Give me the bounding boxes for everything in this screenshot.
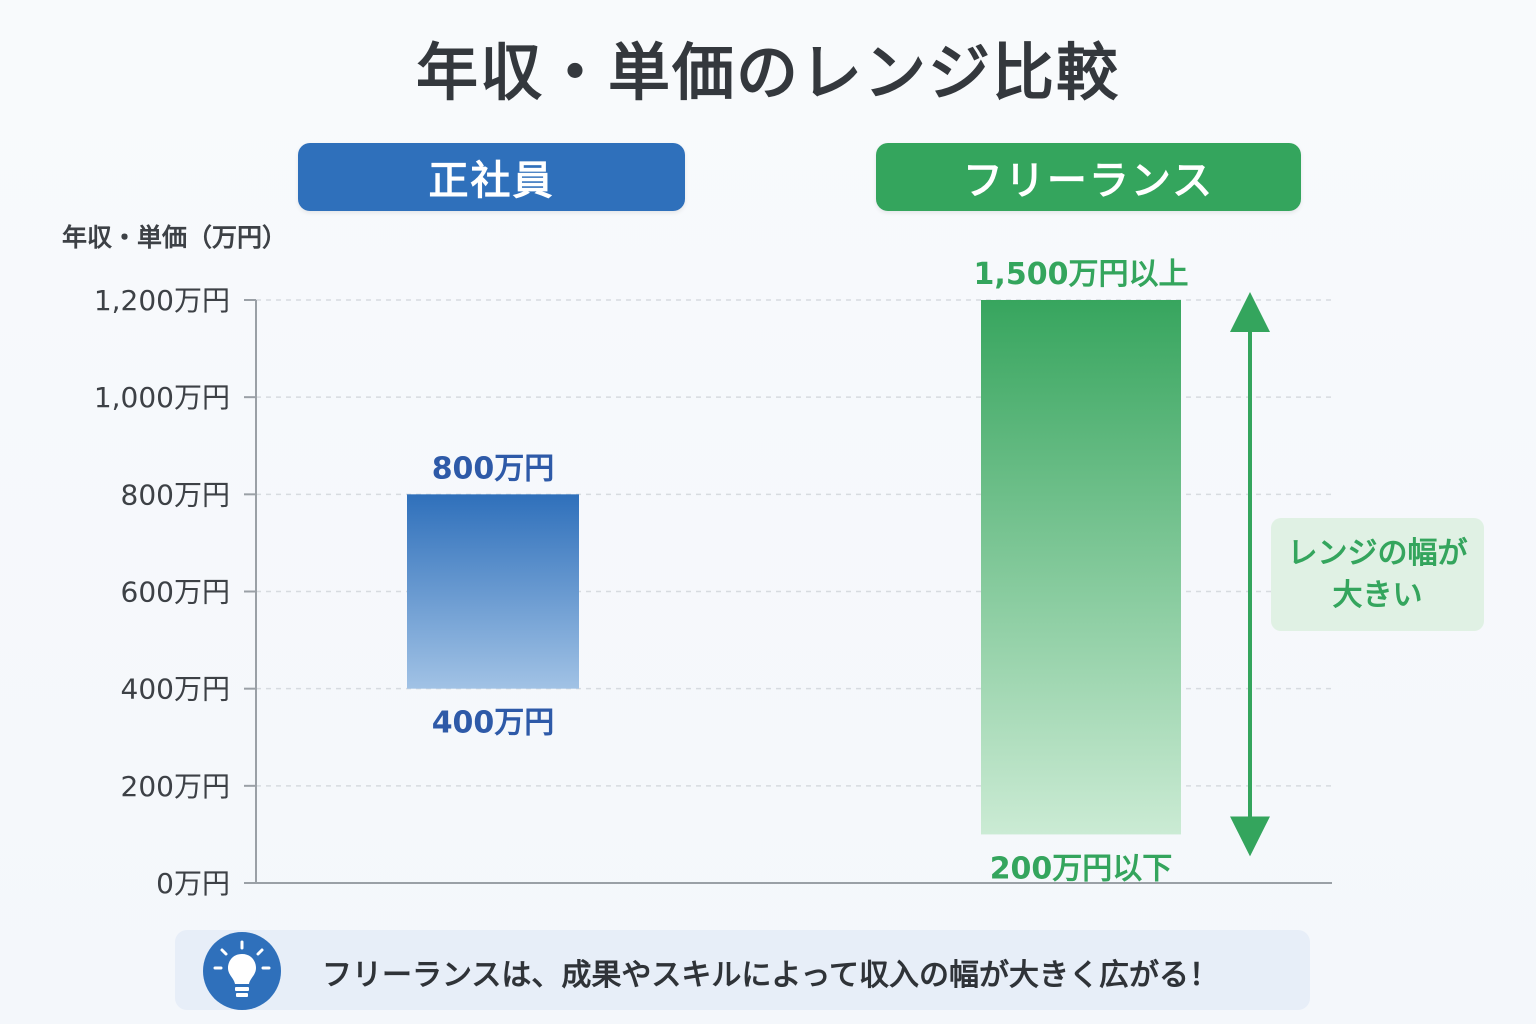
category-header-freelance: フリーランス — [876, 143, 1301, 211]
y-tick-label: 800万円 — [121, 478, 230, 511]
range-bar-freelance — [981, 300, 1181, 835]
low-value-label-employee: 400万円 — [432, 706, 555, 741]
callout-line-2: 大きい — [1332, 577, 1423, 613]
y-tick-label: 200万円 — [121, 770, 230, 803]
low-value-label-freelance: 200万円以下 — [990, 851, 1173, 886]
high-value-label-freelance: 1,500万円以上 — [974, 257, 1189, 292]
y-tick-label: 1,000万円 — [94, 381, 230, 414]
chart-title: 年収・単価のレンジ比較 — [415, 36, 1120, 109]
note-box: フリーランスは、成果やスキルによって収入の幅が大きく広がる！ — [175, 930, 1310, 1010]
note-text: フリーランスは、成果やスキルによって収入の幅が大きく広がる！ — [322, 958, 1219, 993]
range-width-callout: レンジの幅が 大きい — [1271, 518, 1484, 631]
y-tick-label: 400万円 — [121, 673, 230, 706]
lightbulb-icon — [203, 932, 281, 1010]
range-bar-employee — [407, 494, 579, 689]
high-value-label-employee: 800万円 — [432, 451, 555, 486]
category-header-employee: 正社員 — [298, 143, 685, 211]
y-tick-label: 0万円 — [156, 867, 230, 900]
y-tick-label: 600万円 — [121, 576, 230, 609]
callout-line-1: レンジの幅が — [1287, 535, 1468, 571]
y-tick-label: 1,200万円 — [94, 284, 230, 317]
y-axis-label: 年収・単価（万円） — [62, 223, 288, 252]
